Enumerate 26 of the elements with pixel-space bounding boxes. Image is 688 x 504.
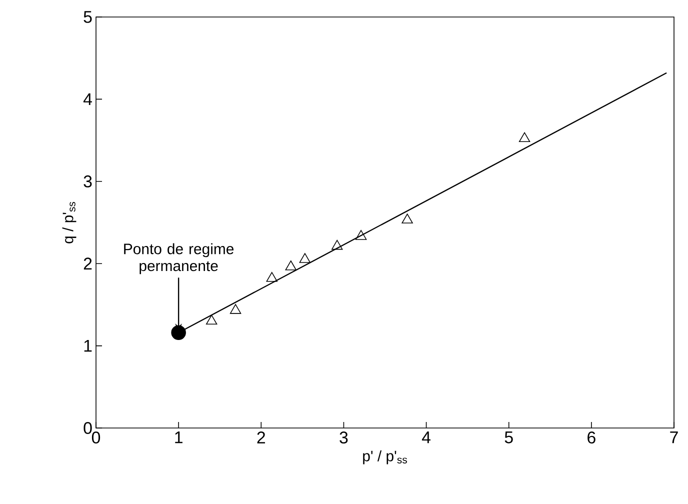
point — [355, 230, 367, 240]
y-tick-label: 4 — [83, 93, 92, 106]
x-tick-label: 7 — [670, 432, 678, 444]
x-axis-title: p' / p'$_{ss}$ — [363, 450, 407, 464]
x-tick-label: 1 — [175, 432, 182, 444]
point — [285, 260, 296, 270]
x-tick-label: 0 — [92, 432, 100, 444]
y-tick-label: 1 — [84, 340, 92, 352]
point — [299, 253, 310, 263]
point — [266, 272, 278, 282]
x-tick-label: 6 — [588, 432, 596, 444]
y-tick-label: 3 — [84, 175, 92, 188]
x-tick-label: 5 — [504, 432, 513, 444]
y-tick-label: 2 — [84, 258, 92, 270]
point — [206, 314, 218, 325]
x-tick-label: 3 — [340, 432, 348, 444]
point — [230, 304, 242, 314]
point — [518, 132, 530, 142]
y-tick-label: 5 — [84, 11, 92, 23]
y-axis-title: q / p'$_{ss}$ — [62, 202, 76, 244]
x-tick-label: 4 — [422, 432, 430, 444]
point — [402, 214, 413, 224]
annotation: Ponto de regime permanente — [124, 243, 234, 274]
point — [332, 240, 343, 250]
x-tick-label: 2 — [257, 432, 265, 444]
y-tick-label: 0 — [84, 422, 92, 434]
